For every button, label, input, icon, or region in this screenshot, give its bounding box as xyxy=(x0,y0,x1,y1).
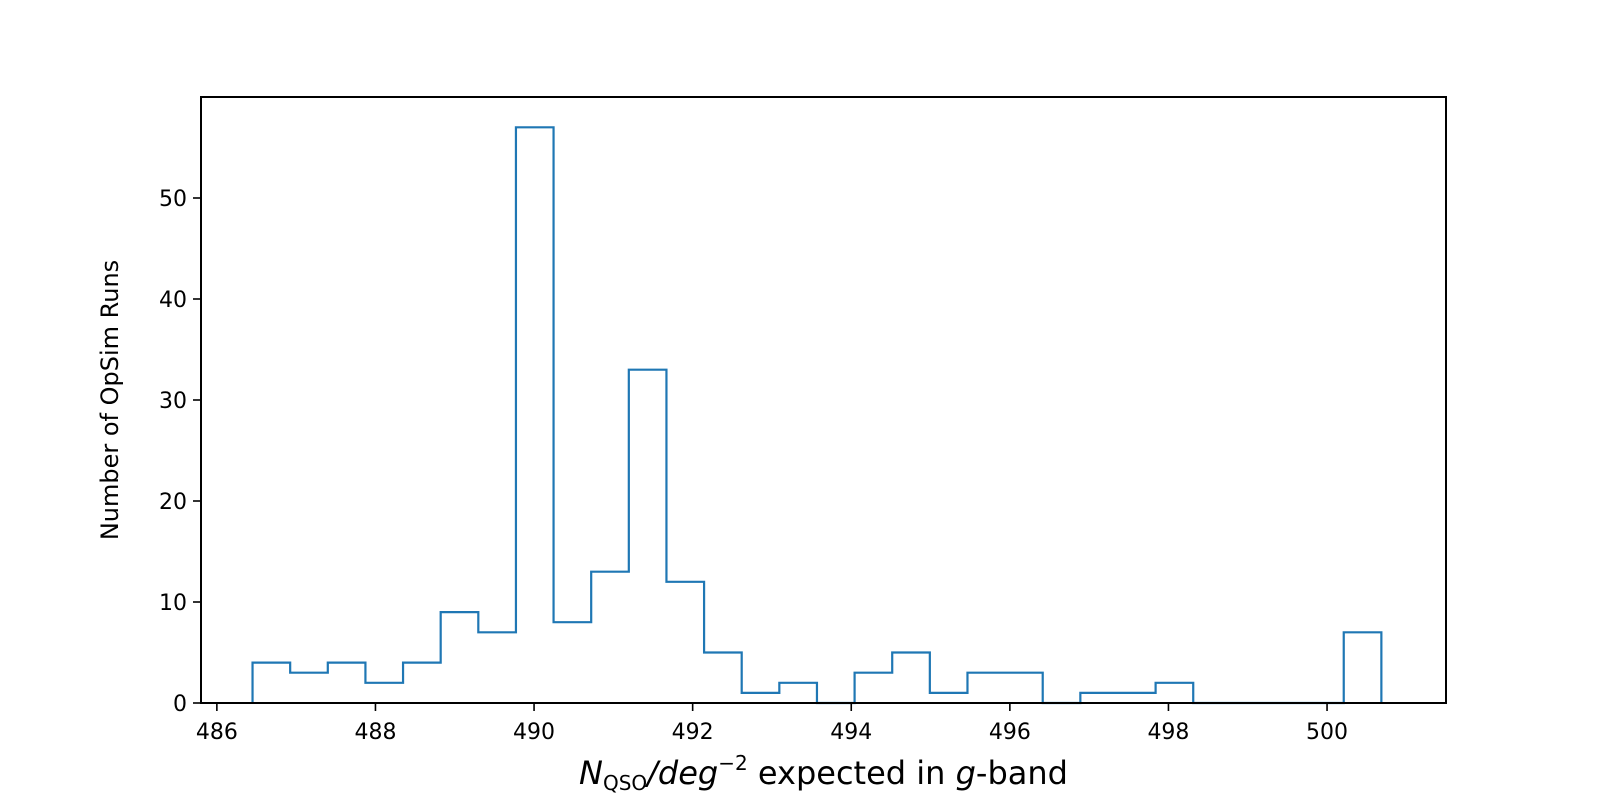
x-label-exp: −2 xyxy=(718,751,747,775)
histogram-bin xyxy=(290,673,328,703)
histogram-bin xyxy=(1080,693,1118,703)
x-label-var: N xyxy=(579,754,603,792)
y-tick-label: 0 xyxy=(173,692,187,717)
histogram-bin xyxy=(704,653,742,704)
histogram-bin xyxy=(855,673,893,703)
y-axis-label: Number of OpSim Runs xyxy=(96,260,124,540)
histogram-bin xyxy=(742,693,780,703)
x-tick-label: 492 xyxy=(672,720,714,745)
histogram-bin xyxy=(666,582,704,703)
histogram-bin xyxy=(930,693,968,703)
histogram-bin xyxy=(365,683,403,703)
histogram-bin xyxy=(403,663,441,703)
x-tick-label: 486 xyxy=(196,720,238,745)
histogram-outline xyxy=(251,126,1383,705)
histogram-bin xyxy=(478,632,516,703)
histogram-bin xyxy=(328,663,366,703)
histogram-bin xyxy=(1156,683,1194,703)
x-label-mid: expected in xyxy=(748,754,956,792)
histogram-bin xyxy=(554,622,592,703)
histogram-bin xyxy=(1005,673,1043,703)
histogram-bin xyxy=(779,683,817,703)
y-tick-label: 10 xyxy=(159,591,187,616)
y-tick-label: 20 xyxy=(159,490,187,515)
x-axis-label: NQSO/deg−2 expected in g-band xyxy=(579,751,1068,795)
histogram-marks xyxy=(251,126,1383,705)
histogram-bin xyxy=(892,653,930,704)
histogram-bin xyxy=(1118,693,1156,703)
x-tick-label: 488 xyxy=(354,720,396,745)
histogram-bin xyxy=(967,673,1005,703)
x-tick-label: 490 xyxy=(513,720,555,745)
histogram-bin xyxy=(253,663,291,703)
x-tick-label: 500 xyxy=(1306,720,1348,745)
y-axis-ticks: 0 10 20 30 40 50 xyxy=(159,187,201,717)
y-tick-label: 30 xyxy=(159,389,187,414)
x-axis-ticks: 486 488 490 492 494 496 498 500 xyxy=(196,703,1348,745)
x-tick-label: 498 xyxy=(1147,720,1189,745)
y-tick-label: 40 xyxy=(159,288,187,313)
x-tick-label: 494 xyxy=(830,720,872,745)
plot-frame xyxy=(200,96,1447,704)
histogram-bin xyxy=(441,612,479,703)
x-label-band: g xyxy=(956,754,976,792)
histogram-bin xyxy=(1344,632,1382,703)
y-tick-label: 50 xyxy=(159,187,187,212)
x-label-unit: /deg xyxy=(644,754,718,792)
histogram-bin xyxy=(591,572,629,703)
x-label-suffix: -band xyxy=(976,754,1068,792)
x-tick-label: 496 xyxy=(989,720,1031,745)
x-label-sub: QSO xyxy=(603,771,647,795)
histogram-bin xyxy=(629,370,667,703)
histogram-bin xyxy=(516,127,554,703)
